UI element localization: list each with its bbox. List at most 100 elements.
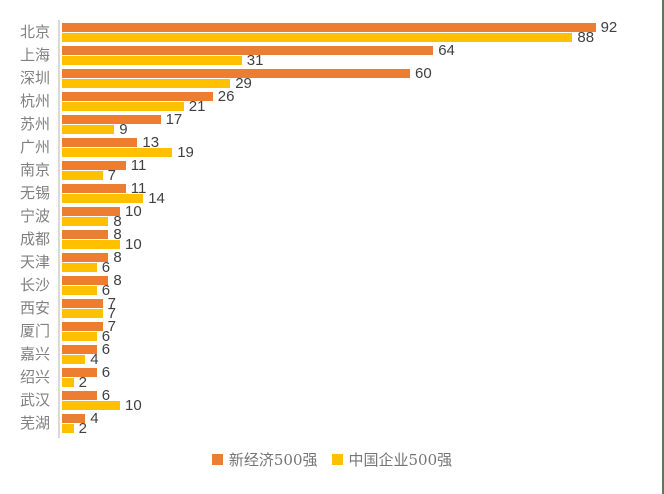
value-label-series-2: 88 xyxy=(577,29,595,46)
bar-pair: 17 9 xyxy=(60,112,182,138)
bar-line-series-2: 14 xyxy=(62,190,165,207)
bar-row: 广州 13 19 xyxy=(0,134,650,160)
bar-series-2 xyxy=(62,56,242,65)
bar-row: 深圳 60 29 xyxy=(0,66,650,91)
legend-swatch-series-2 xyxy=(331,454,343,465)
bar-line-series-2: 21 xyxy=(62,98,234,115)
value-label-series-1: 4 xyxy=(90,410,99,427)
bar-line-series-2: 2 xyxy=(62,420,99,437)
value-label-series-1: 6 xyxy=(101,341,111,358)
bar-line-series-1: 6 xyxy=(62,341,111,358)
category-label: 无锡 xyxy=(19,184,50,202)
category-label: 苏州 xyxy=(19,115,50,133)
bar-row: 西安 7 7 xyxy=(0,295,650,322)
bar-row: 北京 92 88 xyxy=(0,20,650,46)
value-label-series-2: 31 xyxy=(246,52,264,69)
bar-series-2 xyxy=(62,194,144,203)
bar-pair: 64 31 xyxy=(60,42,455,69)
value-label-series-2: 2 xyxy=(78,374,87,391)
value-label-series-2: 6 xyxy=(101,328,111,345)
bar-line-series-2: 4 xyxy=(62,352,110,367)
value-label-series-1: 7 xyxy=(107,318,116,335)
bar-line-series-2: 2 xyxy=(62,374,110,391)
bar-series-2 xyxy=(62,240,120,249)
category-label: 杭州 xyxy=(19,92,50,110)
bar-row: 杭州 26 21 xyxy=(0,89,650,115)
bar-line-series-2: 31 xyxy=(62,52,455,69)
bar-line-series-1: 8 xyxy=(62,272,122,289)
value-label-series-1: 64 xyxy=(438,42,455,59)
bar-line-series-1: 26 xyxy=(62,89,234,104)
bar-series-2 xyxy=(62,102,184,111)
legend-swatch-series-1 xyxy=(211,454,223,465)
bar-row: 成都 8 10 xyxy=(0,227,650,252)
bar-row: 武汉 6 10 xyxy=(0,388,650,413)
right-edge-line xyxy=(662,0,664,494)
bar-series-1 xyxy=(62,391,97,400)
bar-series-1 xyxy=(62,184,126,193)
bar-line-series-2: 6 xyxy=(62,328,116,345)
bar-line-series-2: 19 xyxy=(62,145,194,160)
legend-item-series-1: 新经济500强 xyxy=(211,449,318,470)
bar-series-2 xyxy=(62,33,573,42)
category-label: 芜湖 xyxy=(19,414,50,432)
category-label: 武汉 xyxy=(19,391,50,409)
bar-line-series-1: 8 xyxy=(62,227,142,242)
value-label-series-2: 9 xyxy=(119,121,128,138)
value-label-series-2: 14 xyxy=(148,190,165,207)
bar-series-1 xyxy=(62,253,109,262)
value-label-series-1: 7 xyxy=(107,295,116,312)
bar-series-1 xyxy=(62,138,138,147)
bar-pair: 11 14 xyxy=(60,180,165,207)
bar-series-2 xyxy=(62,401,120,410)
bar-line-series-2: 7 xyxy=(62,167,146,184)
value-label-series-1: 6 xyxy=(101,364,111,381)
value-label-series-1: 11 xyxy=(130,180,147,197)
value-label-series-1: 8 xyxy=(113,272,122,289)
value-label-series-1: 8 xyxy=(113,249,122,266)
bar-series-1 xyxy=(62,368,97,377)
bar-pair: 26 21 xyxy=(60,89,234,115)
y-axis-line xyxy=(58,20,60,438)
bar-line-series-1: 11 xyxy=(62,180,165,197)
bar-series-1 xyxy=(62,92,213,101)
bar-pair: 60 29 xyxy=(60,66,432,91)
bar-series-2 xyxy=(62,148,173,157)
bar-line-series-1: 6 xyxy=(62,388,142,403)
value-label-series-2: 7 xyxy=(107,167,116,184)
category-label: 北京 xyxy=(19,23,50,41)
bar-row: 宁波 10 8 xyxy=(0,204,650,229)
category-label: 南京 xyxy=(19,161,50,179)
bar-series-2 xyxy=(62,355,86,364)
value-label-series-2: 21 xyxy=(188,98,206,115)
bar-series-2 xyxy=(62,332,97,341)
bar-series-2 xyxy=(62,79,231,88)
bar-row: 长沙 8 6 xyxy=(0,272,650,298)
bar-line-series-2: 10 xyxy=(62,398,142,413)
bar-series-1 xyxy=(62,115,161,124)
value-label-series-2: 7 xyxy=(107,305,116,322)
bar-pair: 6 10 xyxy=(60,388,142,413)
category-label: 广州 xyxy=(19,138,50,156)
category-label: 厦门 xyxy=(19,322,50,340)
bar-line-series-2: 9 xyxy=(62,121,182,138)
bar-row: 上海 64 31 xyxy=(0,42,650,69)
category-label: 嘉兴 xyxy=(19,345,50,363)
value-label-series-2: 2 xyxy=(78,420,87,437)
bar-series-2 xyxy=(62,286,97,295)
bar-pair: 11 7 xyxy=(60,158,146,184)
bar-series-1 xyxy=(62,345,97,354)
bar-line-series-2: 6 xyxy=(62,283,122,298)
bar-line-series-1: 7 xyxy=(62,295,116,312)
bar-pair: 92 88 xyxy=(60,20,617,46)
legend-label-series-2: 中国企业500强 xyxy=(348,451,453,469)
bar-series-1 xyxy=(62,299,103,308)
value-label-series-1: 13 xyxy=(142,134,160,151)
bar-line-series-1: 11 xyxy=(62,158,146,173)
bar-line-series-2: 10 xyxy=(62,237,142,252)
bar-row: 绍兴 6 2 xyxy=(0,364,650,391)
